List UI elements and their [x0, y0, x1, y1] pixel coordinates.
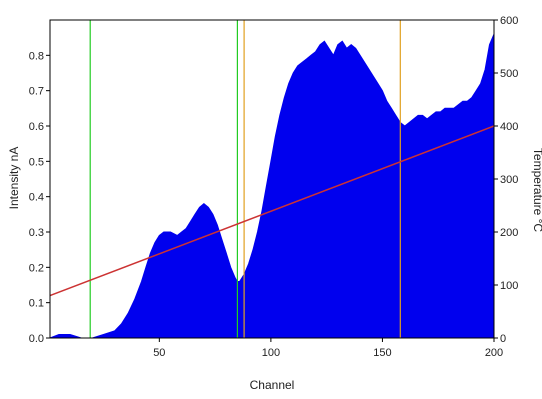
y-tick-label: 0.3	[29, 227, 44, 239]
y2-tick-label: 300	[500, 174, 518, 186]
y-axis-label: Intensity nA	[7, 147, 21, 210]
y-tick-label: 0.2	[29, 262, 44, 274]
x-tick-label: 200	[485, 347, 503, 359]
y2-tick-label: 0	[500, 333, 506, 345]
y-tick-label: 0.6	[29, 121, 44, 133]
x-tick-label: 150	[373, 347, 391, 359]
y2-tick-label: 100	[500, 280, 518, 292]
y-tick-label: 0.0	[29, 333, 44, 345]
y-tick-label: 0.1	[29, 298, 44, 310]
x-tick-label: 100	[262, 347, 280, 359]
intensity-area-series	[49, 33, 495, 339]
y2-tick-label: 600	[500, 15, 518, 27]
y-tick-label: 0.4	[29, 192, 44, 204]
x-axis-ticks: 50 100 150 200	[153, 338, 503, 359]
temperature-line-series	[49, 125, 495, 297]
y2-tick-label: 200	[500, 227, 518, 239]
x-axis-label: Channel	[250, 378, 295, 392]
y-tick-label: 0.7	[29, 86, 44, 98]
x-tick-label: 50	[153, 347, 165, 359]
y-tick-label: 0.8	[29, 50, 44, 62]
y2-tick-label: 400	[500, 121, 518, 133]
temperature-line-layer	[49, 125, 495, 297]
y-tick-label: 0.5	[29, 156, 44, 168]
y2-axis-ticks: 0 100 200 300 400 500 600	[494, 15, 518, 345]
marker-lines-layer	[89, 20, 401, 338]
intensity-area-layer	[49, 33, 495, 339]
y2-axis-label: Temperature °C	[531, 148, 542, 232]
y2-tick-label: 500	[500, 68, 518, 80]
y-axis-ticks: 0.0 0.1 0.2 0.3 0.4 0.5 0.6 0.7 0.8	[29, 50, 50, 345]
